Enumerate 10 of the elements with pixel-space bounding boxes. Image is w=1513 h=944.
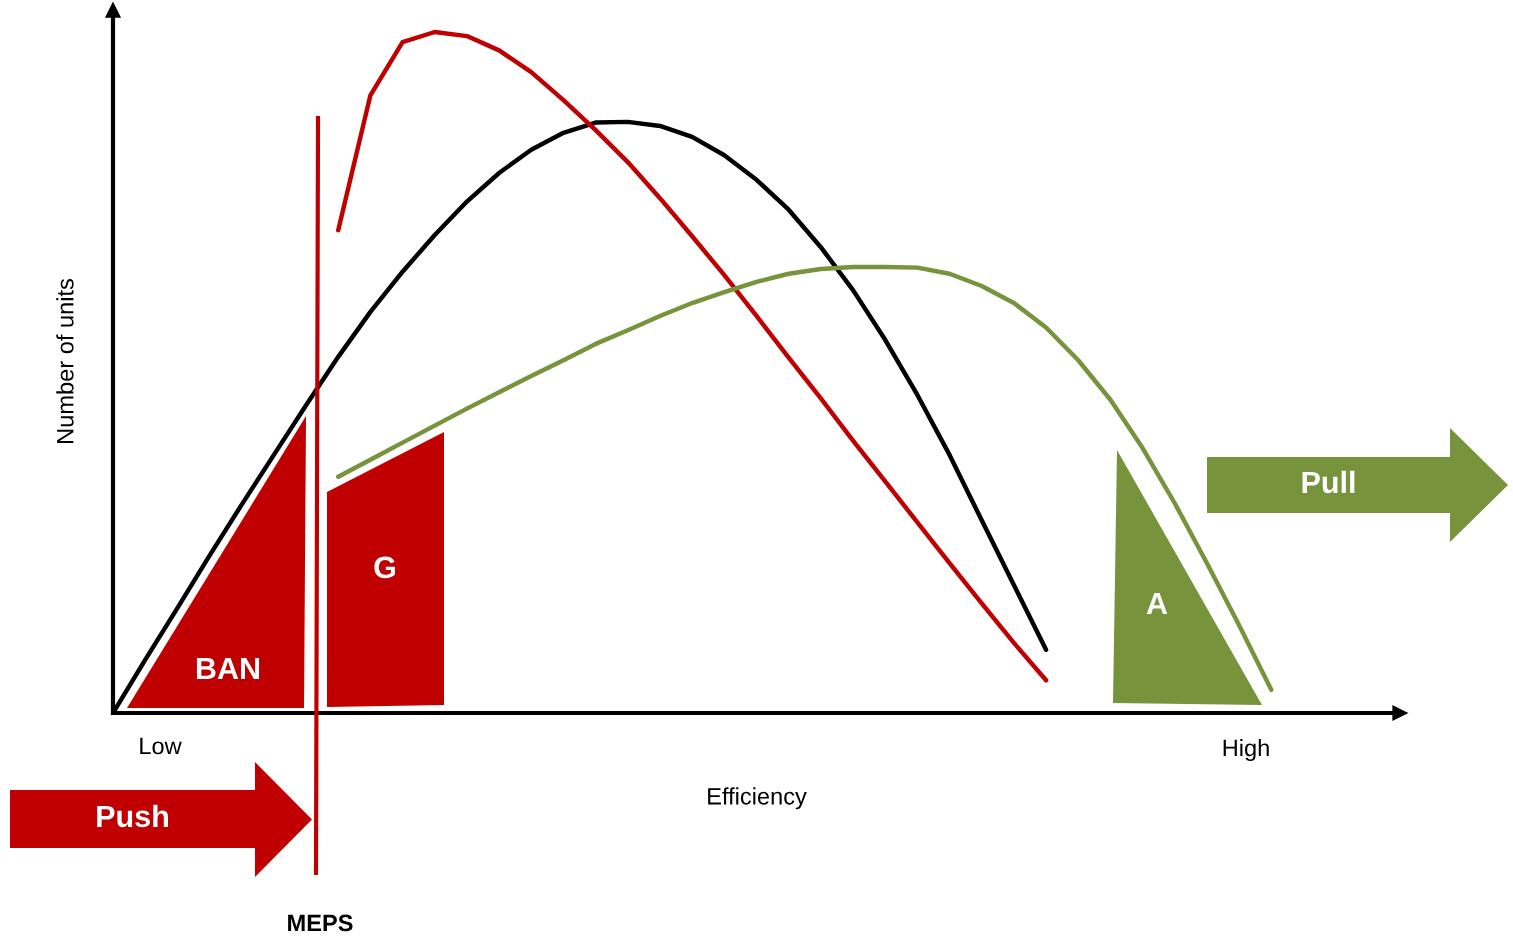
annotation: Pull [1302,470,1355,494]
x-axis-title: Efficiency [708,787,807,810]
annotation: A [1146,592,1168,614]
y-axis-title: Number of units [56,279,74,443]
text: High [1223,739,1269,762]
annotation: G [374,556,395,579]
text: Low [140,737,182,755]
annotation: BAN [196,657,260,679]
text: Push [97,804,168,828]
text: MEPS [288,914,353,932]
